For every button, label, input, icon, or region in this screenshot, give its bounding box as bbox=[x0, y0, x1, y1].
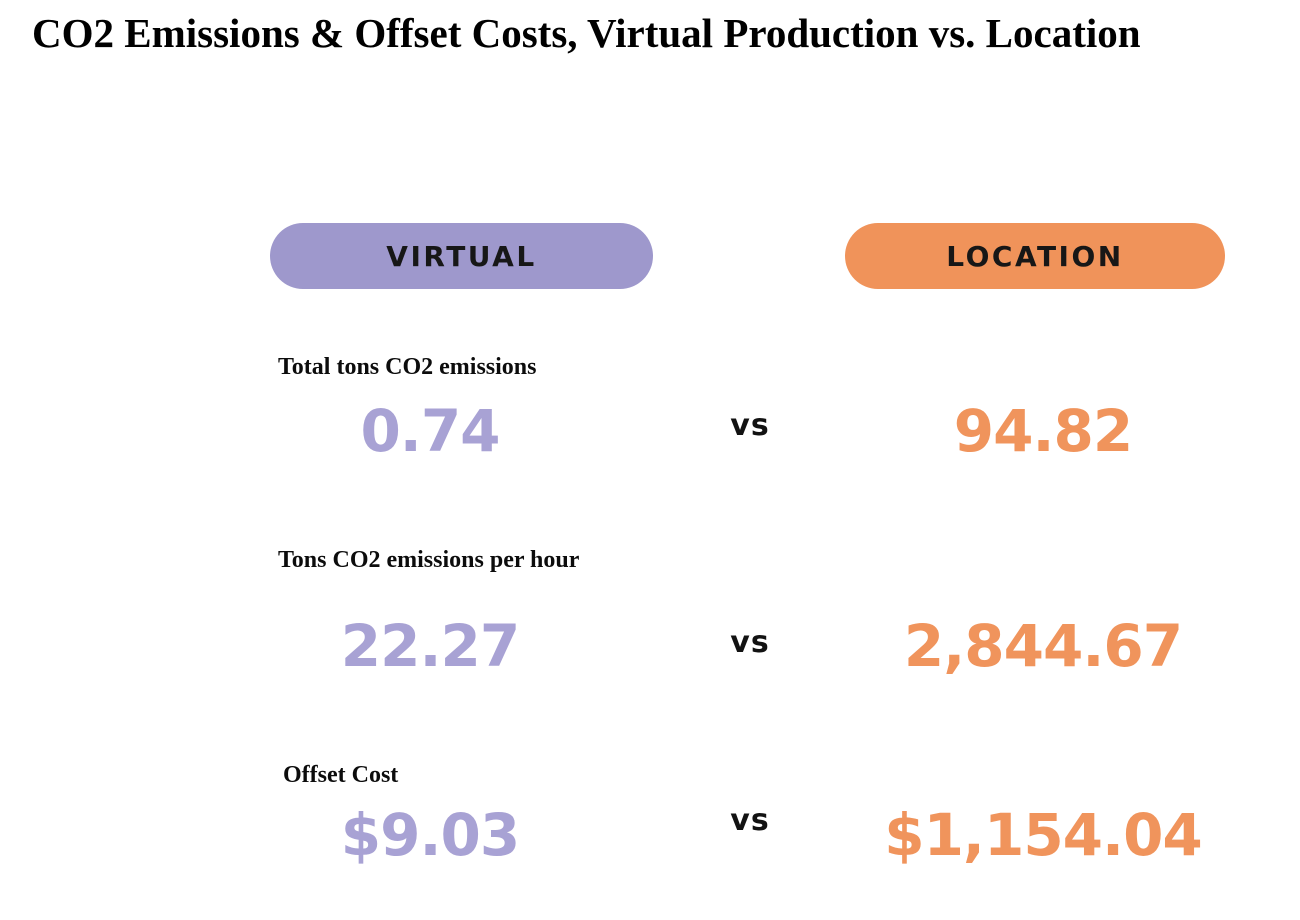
location-header-pill: LOCATION bbox=[845, 223, 1225, 289]
row-label: Offset Cost bbox=[283, 762, 399, 788]
location-value: 94.82 bbox=[953, 397, 1133, 465]
location-value: $1,154.04 bbox=[884, 801, 1203, 869]
vs-label: vs bbox=[730, 803, 770, 838]
virtual-value: 22.27 bbox=[340, 612, 520, 680]
virtual-value: $9.03 bbox=[340, 801, 520, 869]
location-value: 2,844.67 bbox=[903, 612, 1183, 680]
virtual-header-pill: VIRTUAL bbox=[270, 223, 653, 289]
vs-label: vs bbox=[730, 625, 770, 660]
virtual-value: 0.74 bbox=[360, 397, 500, 465]
row-label: Tons CO2 emissions per hour bbox=[278, 547, 580, 573]
vs-label: vs bbox=[730, 408, 770, 443]
row-label: Total tons CO2 emissions bbox=[278, 354, 537, 380]
page-title: CO2 Emissions & Offset Costs, Virtual Pr… bbox=[32, 10, 1141, 56]
location-header-label: LOCATION bbox=[946, 239, 1124, 273]
virtual-header-label: VIRTUAL bbox=[386, 239, 537, 273]
